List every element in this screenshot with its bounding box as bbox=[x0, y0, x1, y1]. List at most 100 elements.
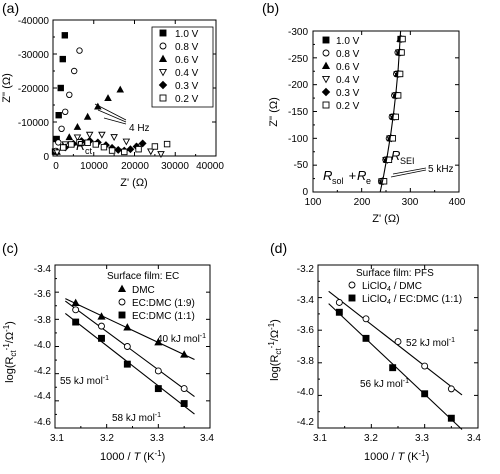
legend-marker-0-2-v bbox=[322, 101, 330, 109]
data-point-0-2-v bbox=[121, 148, 128, 156]
data-point-0-2-v bbox=[59, 144, 67, 151]
data-point-ec-dmc-1-1 bbox=[72, 318, 80, 326]
panel-c-legend-labels: DMC EC:DMC (1:9) EC:DMC (1:1) bbox=[132, 285, 195, 322]
panel-b-y-tick-labels: -300 -250 -200 -150 -100 -50 0 bbox=[288, 27, 308, 198]
ann-56-sup: -1 bbox=[403, 378, 409, 385]
y-tick-label: -3.4 bbox=[297, 295, 315, 306]
y-tick-label: 0 bbox=[43, 152, 49, 163]
legend-marker-dmc bbox=[117, 284, 127, 292]
y-axis-tail: /Ω bbox=[4, 332, 16, 343]
data-point-ec-dmc-1-1 bbox=[154, 385, 162, 393]
panel-c: (c) -3.4 -3.6 -3.8 -4.0 -4.2 -4.4 -4.6 3… bbox=[2, 240, 214, 463]
y-axis-tail-sup: -1 bbox=[267, 322, 276, 330]
panel-b-annotation-frequency: 5 kHz bbox=[428, 164, 454, 175]
y-tick-label: -4.0 bbox=[34, 340, 52, 351]
panel-a-annotation-rct: R ct bbox=[76, 138, 93, 156]
y-axis-end: ) bbox=[4, 321, 16, 325]
y-axis-sub: ct bbox=[9, 350, 18, 357]
data-point-0-6-v bbox=[73, 123, 82, 130]
panel-a: (a) -40000 -30000 -20000 -10000 0 0 1000… bbox=[1, 0, 224, 189]
data-point-ec-dmc-1-1 bbox=[98, 334, 105, 342]
panel-a-annotation-leader bbox=[94, 103, 127, 125]
panel-d-label: (d) bbox=[270, 240, 287, 256]
legend-marker-liclo-dmc bbox=[348, 281, 356, 289]
panel-a-label: (a) bbox=[2, 0, 19, 16]
data-point-dmc bbox=[97, 312, 106, 320]
data-point-0-3-v bbox=[114, 145, 123, 154]
y-axis-sub: ct bbox=[274, 348, 283, 355]
rsei-symbol: R bbox=[391, 148, 400, 163]
data-point-0-4-v bbox=[147, 148, 155, 156]
y-tick-label: -250 bbox=[288, 54, 308, 65]
data-point-0-8-v bbox=[55, 139, 62, 146]
x-tick-label: 3.4 bbox=[200, 433, 214, 444]
data-point-0-3-v bbox=[138, 139, 147, 148]
rct-subscript: ct bbox=[85, 146, 93, 156]
legend-entry-0-3v: 0.3 V bbox=[336, 88, 360, 99]
y-tick-label: -4.2 bbox=[34, 366, 52, 377]
x-tick-label: 10000 bbox=[80, 161, 108, 172]
data-point-liclo-dmc bbox=[447, 385, 455, 393]
legend-marker-0-3-v bbox=[158, 80, 168, 90]
x-tick-label: 100 bbox=[305, 197, 322, 208]
x-axis-unit-sup: -1 bbox=[418, 449, 426, 458]
y-tick-label: -3.2 bbox=[297, 264, 315, 275]
legend-marker-0-6-v bbox=[321, 61, 331, 70]
y-tick-label: -30000 bbox=[18, 50, 50, 61]
y-axis-sup: -1 bbox=[267, 341, 276, 349]
data-point-dmc bbox=[123, 323, 132, 331]
y-tick-label: 0 bbox=[302, 187, 308, 198]
rct-symbol: R bbox=[76, 138, 85, 153]
legend-marker-0-2-v bbox=[159, 94, 167, 102]
legend-entry-ec-dmc-1-9: EC:DMC (1:9) bbox=[132, 298, 195, 309]
data-point-0-8-v bbox=[58, 125, 65, 133]
panel-a-y-tick-labels: -40000 -30000 -20000 -10000 0 bbox=[18, 16, 50, 163]
panel-b-label: (b) bbox=[262, 0, 279, 16]
ann-55-sup: -1 bbox=[103, 375, 109, 382]
x-tick-label: 3.1 bbox=[313, 433, 327, 444]
y-tick-label: -3.6 bbox=[297, 325, 315, 336]
legend-marker-0-8-v bbox=[322, 49, 330, 57]
legend-entry-0-8v: 0.8 V bbox=[175, 42, 199, 53]
y-tick-label: -4.2 bbox=[297, 417, 315, 428]
ann-55-text: 55 kJ mol bbox=[60, 376, 103, 387]
y-axis-prefix: log(R bbox=[269, 355, 281, 381]
ann-58-sup: -1 bbox=[155, 412, 161, 419]
y-tick-label: -3.6 bbox=[34, 289, 52, 300]
legend-2-b: / EC:DMC (1:1) bbox=[391, 294, 462, 305]
x-tick-label: 40000 bbox=[196, 161, 224, 172]
legend-marker-1-0-v bbox=[322, 36, 330, 44]
ann-56-text: 56 kJ mol bbox=[360, 379, 403, 390]
plus-sign: + bbox=[345, 168, 360, 183]
data-point-1-0-v bbox=[57, 84, 64, 92]
panel-d-data-points bbox=[335, 299, 455, 422]
rsei-subscript: SEI bbox=[400, 156, 415, 166]
panel-d: (d) -3.2 -3.4 -3.6 -3.8 -4.0 -4.2 3.1 3.… bbox=[267, 240, 481, 463]
data-point-dmc bbox=[180, 350, 189, 358]
x-tick-label: 400 bbox=[449, 197, 466, 208]
panel-c-annotation-55kj: 55 kJ mol-1 bbox=[60, 375, 109, 387]
data-point-0-8-v bbox=[76, 47, 83, 54]
y-tick-label: -20000 bbox=[18, 84, 50, 95]
data-point-liclo-ec-dmc-1-1 bbox=[362, 334, 370, 342]
panel-a-annotation-frequency: 4 Hz bbox=[129, 123, 150, 134]
data-point-0-2-v bbox=[151, 143, 159, 150]
ann-58-text: 58 kJ mol bbox=[112, 413, 155, 424]
data-point-0-2-v bbox=[68, 141, 75, 148]
data-point-0-2-v bbox=[84, 139, 91, 146]
panel-c-annotation-58kj: 58 kJ mol-1 bbox=[112, 412, 161, 424]
data-point-0-2-v bbox=[92, 141, 99, 148]
panel-c-annotation-40kj: 40 kJ mol-1 bbox=[157, 333, 206, 345]
x-axis-t: T bbox=[398, 451, 406, 463]
data-point-0-6-v bbox=[116, 85, 125, 93]
panel-b: (b) -300 -250 -200 -150 -100 -50 0 100 2… bbox=[262, 0, 466, 225]
data-point-liclo-ec-dmc-1-1 bbox=[335, 308, 343, 316]
data-point-0-4-v bbox=[98, 131, 106, 139]
legend-entry-0-2v: 0.2 V bbox=[175, 94, 199, 105]
legend-entry-0-3v: 0.3 V bbox=[175, 81, 199, 92]
panel-b-legend-labels: 1.0 V 0.8 V 0.6 V 0.4 V 0.3 V 0.2 V bbox=[336, 36, 360, 112]
panel-a-y-axis-title: Z'' (Ω) bbox=[1, 73, 13, 103]
data-point-ec-dmc-1-1 bbox=[123, 360, 131, 368]
data-point-ec-dmc-1-9 bbox=[180, 385, 188, 393]
